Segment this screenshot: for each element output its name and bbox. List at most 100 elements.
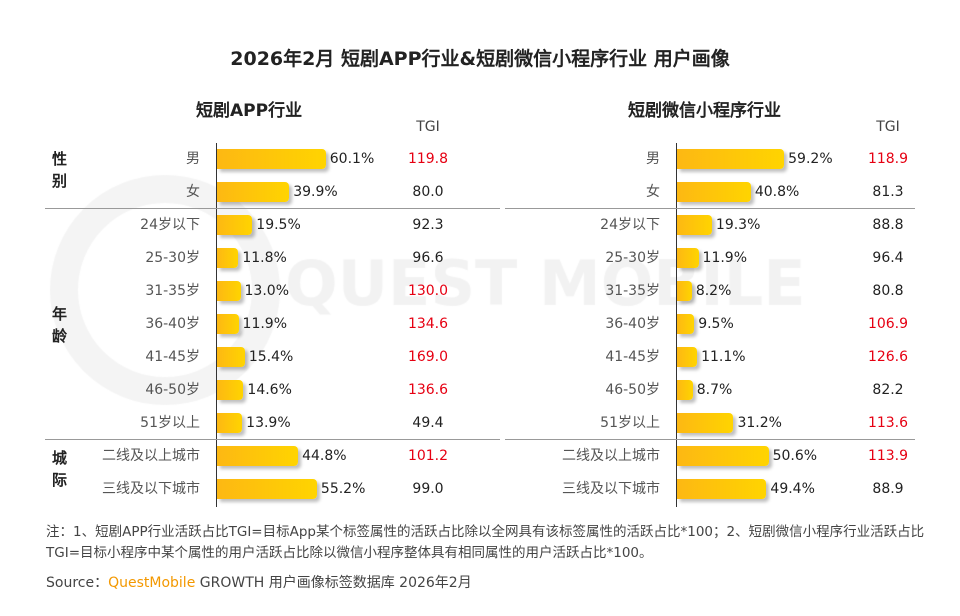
- category-label: 二线及以上城市: [102, 448, 200, 464]
- bar: [217, 347, 245, 367]
- value-label: 13.9%: [246, 415, 291, 431]
- source-prefix: Source：: [46, 575, 109, 591]
- tgi-value: 119.8: [407, 151, 449, 167]
- bar: [217, 314, 239, 334]
- bar: [217, 479, 317, 499]
- value-label: 50.6%: [772, 448, 818, 464]
- value-label: 55.2%: [320, 481, 366, 497]
- group-separator: [45, 439, 500, 440]
- category-label: 24岁以下: [600, 217, 660, 233]
- value-label: 19.5%: [256, 217, 301, 233]
- panel-subtitle: 短剧APP行业: [196, 101, 303, 121]
- bar: [217, 446, 299, 466]
- tgi-value: 80.0: [412, 184, 444, 200]
- axis-line: [676, 143, 677, 507]
- category-label: 46-50岁: [145, 382, 200, 398]
- category-label: 31-35岁: [145, 283, 200, 299]
- category-label: 24岁以下: [140, 217, 200, 233]
- tgi-header: TGI: [416, 119, 440, 135]
- tgi-value: 88.9: [872, 481, 904, 497]
- value-label: 11.8%: [242, 250, 287, 266]
- tgi-value: 81.3: [872, 184, 904, 200]
- tgi-value: 134.6: [407, 316, 449, 332]
- tgi-value: 101.2: [407, 448, 449, 464]
- tgi-value: 169.0: [407, 349, 449, 365]
- bar: [217, 215, 253, 235]
- bar: [677, 215, 712, 235]
- category-label: 36-40岁: [145, 316, 200, 332]
- value-label: 11.9%: [702, 250, 748, 266]
- tgi-value: 80.8: [872, 283, 904, 299]
- tgi-value: 130.0: [407, 283, 449, 299]
- tgi-value: 88.8: [872, 217, 904, 233]
- bar: [677, 281, 692, 301]
- category-label: 女: [186, 184, 200, 200]
- bar: [677, 380, 693, 400]
- value-label: 15.4%: [248, 349, 294, 365]
- tgi-value: 82.2: [872, 382, 904, 398]
- bar: [677, 248, 699, 268]
- category-label: 男: [646, 151, 660, 167]
- tgi-value: 136.6: [407, 382, 449, 398]
- bar: [677, 446, 769, 466]
- panel-subtitle: 短剧微信小程序行业: [628, 101, 781, 121]
- panel-miniprogram: 短剧微信小程序行业 TGI 男 59.2% 118.9 女 40.8% 81.3 24岁以下 19…: [460, 0, 940, 507]
- source-brand: QuestMobile: [108, 575, 196, 591]
- source-text: GROWTH 用户画像标签数据库 2026年2月: [195, 575, 472, 591]
- bar: [217, 248, 239, 268]
- group-label: 城际: [52, 449, 68, 489]
- footnote: 注：1、短剧APP行业活跃占比TGI=目标App某个标签属性的活跃占比除以全网具…: [46, 524, 925, 561]
- category-label: 女: [646, 184, 660, 200]
- category-label: 三线及以下城市: [562, 481, 660, 497]
- tgi-header: TGI: [876, 119, 900, 135]
- group-separator: [505, 208, 915, 209]
- value-label: 31.2%: [737, 415, 782, 431]
- category-label: 25-30岁: [145, 250, 200, 266]
- tgi-value: 126.6: [867, 349, 909, 365]
- value-label: 44.8%: [302, 448, 347, 464]
- value-label: 40.8%: [754, 184, 800, 200]
- value-label: 19.3%: [715, 217, 761, 233]
- axis-line: [216, 143, 217, 507]
- value-label: 8.2%: [695, 283, 732, 299]
- value-label: 49.4%: [770, 481, 815, 497]
- bar: [217, 149, 326, 169]
- bar: [677, 479, 767, 499]
- bar: [217, 413, 243, 433]
- group-separator: [505, 439, 915, 440]
- panel-app: 短剧APP行业 TGI 性别 男 60.1% 119.8 女 39.9% 80.0 年龄 24岁以下…: [0, 0, 500, 507]
- bar: [677, 314, 695, 334]
- category-label: 31-35岁: [605, 283, 660, 299]
- bar: [677, 413, 734, 433]
- category-label: 41-45岁: [605, 349, 660, 365]
- value-label: 9.5%: [698, 316, 734, 332]
- tgi-value: 106.9: [867, 316, 909, 332]
- tgi-value: 96.6: [412, 250, 444, 266]
- footer: 注：1、短剧APP行业活跃占比TGI=目标App某个标签属性的活跃占比除以全网具…: [46, 522, 926, 592]
- value-label: 39.9%: [293, 184, 338, 200]
- bar: [217, 281, 241, 301]
- tgi-value: 99.0: [412, 481, 444, 497]
- tgi-value: 113.6: [867, 415, 909, 431]
- group-label: 年龄: [52, 305, 68, 345]
- chart-title: 2026年2月 短剧APP行业&短剧微信小程序行业 用户画像: [230, 48, 730, 70]
- bar: [677, 347, 698, 367]
- group-label: 性别: [52, 150, 68, 190]
- group-separator: [45, 208, 500, 209]
- tgi-value: 118.9: [867, 151, 909, 167]
- category-label: 51岁以上: [140, 415, 200, 431]
- bar: [217, 182, 290, 202]
- category-label: 三线及以下城市: [102, 481, 200, 497]
- tgi-value: 113.9: [867, 448, 909, 464]
- bar: [217, 380, 244, 400]
- value-label: 59.2%: [788, 151, 833, 167]
- value-label: 60.1%: [329, 151, 375, 167]
- value-label: 14.6%: [247, 382, 292, 398]
- value-label: 11.1%: [701, 349, 746, 365]
- bar: [677, 182, 751, 202]
- tgi-value: 92.3: [412, 217, 444, 233]
- category-label: 男: [186, 151, 200, 167]
- value-label: 13.0%: [244, 283, 289, 299]
